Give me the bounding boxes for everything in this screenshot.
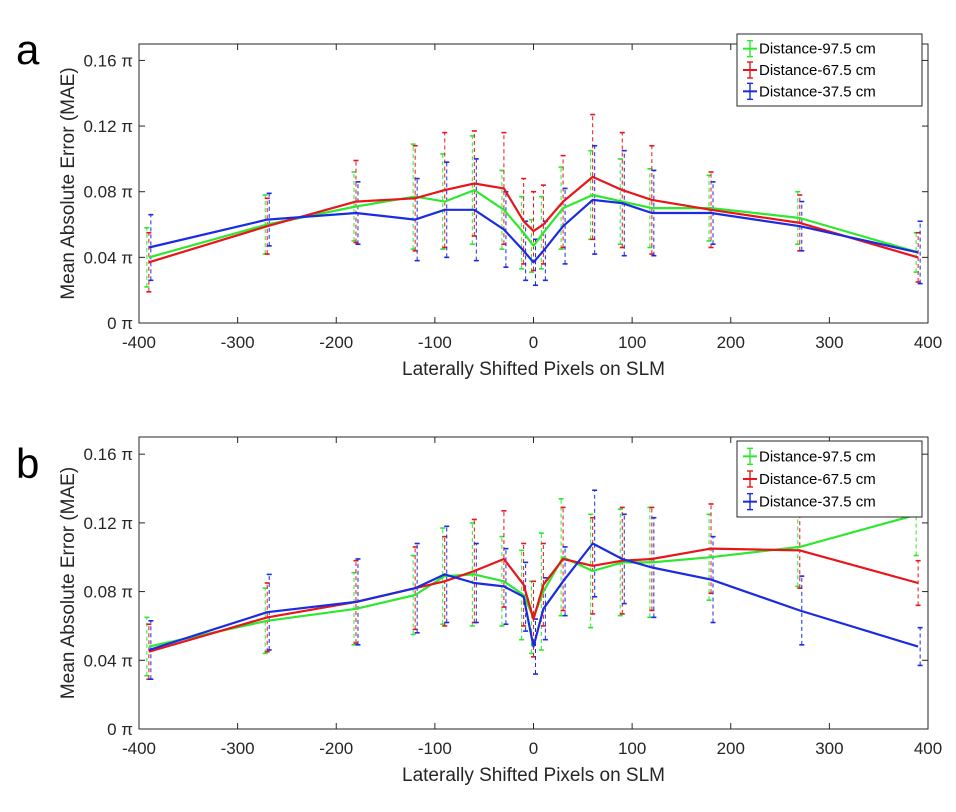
chart-panel-a: a -400 -300 -200 -100 0 100 200 300 400 0 π 0.04 π 0… [16, 26, 942, 380]
x-tick-label: -400 [122, 739, 156, 758]
x-tick-label: 100 [618, 739, 646, 758]
y-tick-label: 0 π [107, 720, 133, 739]
x-axis-label: Laterally Shifted Pixels on SLM [402, 765, 665, 786]
panel-letter: b [16, 440, 39, 487]
y-axis-label: Mean Absolute Error (MAE) [58, 67, 79, 299]
y-tick-label: 0 π [107, 314, 133, 333]
legend-box [736, 33, 923, 107]
y-tick-label: 0.04 π [83, 651, 133, 670]
x-tick-label: 100 [618, 333, 646, 352]
x-tick-label: -200 [319, 333, 353, 352]
x-tick-label: 300 [815, 333, 843, 352]
y-tick-label: 0.16 π [83, 445, 133, 464]
panel-letter: a [16, 26, 40, 73]
x-tick-label: -200 [319, 739, 353, 758]
series-line [148, 198, 919, 264]
series-line [148, 542, 919, 652]
y-tick-label: 0.08 π [83, 183, 133, 202]
legend-label: Distance-97.5 cm [759, 41, 876, 58]
x-tick-label: -300 [221, 739, 255, 758]
x-tick-label: 300 [815, 739, 843, 758]
y-tick-label: 0.08 π [83, 583, 133, 602]
x-tick-label: 400 [914, 739, 942, 758]
x-tick-label: 0 [529, 739, 538, 758]
legend-label: Distance-67.5 cm [759, 471, 876, 488]
legend-label: Distance-67.5 cm [759, 62, 876, 79]
legend-box [736, 440, 923, 518]
y-tick-label: 0.16 π [83, 51, 133, 70]
y-tick-label: 0.12 π [83, 117, 133, 136]
x-tick-label: -300 [221, 333, 255, 352]
x-tick-label: 0 [529, 333, 538, 352]
series-line [148, 175, 919, 264]
x-tick-label: 200 [717, 333, 745, 352]
legend-label: Distance-37.5 cm [759, 83, 876, 100]
x-tick-label: -100 [418, 333, 452, 352]
x-axis-label: Laterally Shifted Pixels on SLM [402, 359, 665, 380]
x-tick-label: 200 [717, 739, 745, 758]
legend-label: Distance-97.5 cm [759, 448, 876, 465]
y-tick-label: 0.04 π [83, 248, 133, 267]
y-tick-label: 0.12 π [83, 514, 133, 533]
chart-panel-b: b -400 -300 -200 -100 0 100 200 300 400 0 π 0.04 π 0… [16, 436, 942, 786]
x-tick-label: -400 [122, 333, 156, 352]
x-tick-label: -100 [418, 739, 452, 758]
y-axis-label: Mean Absolute Error (MAE) [58, 467, 79, 699]
x-tick-label: 400 [914, 333, 942, 352]
legend-label: Distance-37.5 cm [759, 494, 876, 511]
